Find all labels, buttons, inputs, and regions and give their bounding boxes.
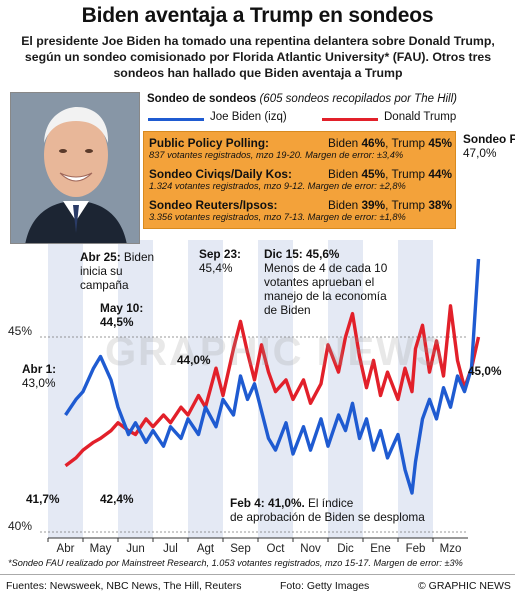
axis-ticks: Abr May Jun Jul Agt Sep Oct Nov Dic Ene Feb Mzo — [47, 537, 468, 555]
annotation-sep23-value: 45,4% — [199, 261, 233, 275]
footer: Fuentes: Newsweek, NBC News, The Hill, R… — [0, 574, 515, 598]
annotation-dic15-text: manejo de la economía — [264, 289, 387, 303]
annotation-abr25-text: campaña — [80, 278, 129, 292]
poll-biden-value: 45% — [361, 167, 386, 181]
month-stripes — [48, 240, 433, 538]
poll-name: Sondeo Reuters/Ipsos: — [149, 198, 278, 212]
x-tick-label: Ene — [370, 543, 390, 555]
poll-biden-label: Biden — [328, 167, 362, 181]
annotation-dic15-text: votantes aprueban el — [264, 275, 375, 289]
annotation-fau-value: 47,0% — [463, 146, 497, 160]
poll-biden-value: 46% — [361, 136, 386, 150]
x-tick-label: Jul — [163, 543, 178, 555]
annotation-sep23-date: Sep 23: — [199, 247, 241, 261]
poll-name: Sondeo Civiqs/Daily Kos: — [149, 167, 292, 181]
poll-trump-label: , Trump — [385, 198, 429, 212]
legend-line-biden — [148, 118, 204, 121]
annotation-val-424: 42,4% — [100, 492, 134, 506]
portrait-icon — [11, 93, 139, 243]
month-stripe — [328, 240, 363, 538]
x-tick-label: Mzo — [440, 543, 462, 555]
annotation-feb4: Feb 4: 41,0%. El índice de aprobación de… — [230, 496, 425, 524]
annotation-may10: May 10: 44,5% — [100, 301, 143, 329]
poll-title: Sondeo de sondeos (605 sondeos recopilad… — [147, 93, 457, 105]
x-tick-label: Dic — [337, 543, 354, 555]
footer-photo: Foto: Getty Images — [280, 580, 370, 592]
series-lines — [64, 258, 481, 495]
month-stripe — [398, 240, 433, 538]
month-stripe — [48, 240, 83, 538]
x-tick-label: Feb — [406, 543, 426, 555]
footer-sources: Fuentes: Newsweek, NBC News, The Hill, R… — [6, 580, 242, 592]
series-line-biden — [64, 258, 481, 495]
annotation-fau-label: Sondeo FAU: — [463, 132, 515, 146]
y-tick-label: 40% — [8, 519, 32, 533]
poll-trump-value: 45% — [428, 136, 452, 150]
annotation-may10-value: 44,5% — [100, 315, 134, 329]
poll-trump-value: 44% — [428, 167, 452, 181]
x-tick-label: Agt — [197, 543, 215, 555]
annotation-sep23: Sep 23: 45,4% — [199, 247, 241, 275]
x-tick-label: Jun — [126, 543, 145, 555]
annotation-val-450: 45,0% — [468, 364, 502, 378]
annotation-feb4-date: Feb 4: 41,0%. — [230, 496, 305, 510]
annotation-feb4-text: El índice — [304, 496, 354, 510]
poll-trump-value: 38% — [428, 198, 452, 212]
annotation-abr25-text: inicia su — [80, 264, 123, 278]
poll-result: Biden 45%, Trump 44% — [328, 167, 452, 181]
annotation-dic15-date: Dic 15: 45,6% — [264, 247, 340, 261]
annotation-dic15-text: de Biden — [264, 303, 311, 317]
page-subtitle: El presidente Joe Biden ha tomado una re… — [21, 34, 495, 80]
annotation-abr1-date: Abr 1: — [22, 362, 57, 376]
month-stripe — [188, 240, 223, 538]
annotation-abr25-date: Abr 25: — [80, 250, 121, 264]
poll-trump-label: , Trump — [385, 136, 429, 150]
legend-label-trump: Donald Trump — [384, 111, 457, 123]
annotation-feb4-text: de aprobación de Biden se desploma — [230, 510, 425, 524]
poll-biden-value: 39% — [361, 198, 386, 212]
gridlines: 40% 45% — [8, 324, 468, 533]
annotation-val-440: 44,0% — [177, 353, 211, 367]
annotation-dic15: Dic 15: 45,6% Menos de 4 de cada 10 vota… — [264, 247, 387, 317]
biden-photo — [10, 92, 140, 244]
annotation-val-417: 41,7% — [26, 492, 60, 506]
polls-box: Public Policy Polling: Biden 46%, Trump … — [143, 131, 456, 229]
poll-result: Biden 39%, Trump 38% — [328, 198, 452, 212]
x-tick-label: May — [90, 543, 112, 555]
annotation-may10-date: May 10: — [100, 301, 144, 315]
poll-title-text: Sondeo de sondeos — [147, 93, 257, 105]
poll-detail: 3.356 votantes registrados, mzo 7-13. Ma… — [149, 212, 406, 222]
series-line-trump — [64, 304, 481, 468]
annotation-abr25-text: Biden — [120, 250, 155, 264]
watermark: GRAPHIC NEWS — [105, 330, 445, 374]
poll-biden-label: Biden — [328, 198, 362, 212]
legend-line-trump — [322, 118, 378, 121]
annotation-abr25: Abr 25: Biden inicia su campaña — [80, 250, 154, 292]
poll-detail: 837 votantes registrados, mzo 19-20. Mar… — [149, 150, 404, 160]
page-title: Biden aventaja a Trump en sondeos — [81, 4, 434, 27]
x-tick-label: Abr — [57, 543, 75, 555]
poll-result: Biden 46%, Trump 45% — [328, 136, 452, 150]
x-tick-label: Oct — [267, 543, 286, 555]
footer-credit: © GRAPHIC NEWS — [418, 580, 511, 592]
poll-trump-label: , Trump — [385, 167, 429, 181]
legend-label-biden: Joe Biden (izq) — [210, 111, 287, 123]
annotation-abr1-value: 43,0% — [22, 376, 56, 390]
poll-detail: 1.324 votantes registrados, mzo 9-12. Ma… — [149, 181, 406, 191]
y-tick-label: 45% — [8, 324, 32, 338]
annotation-fau: Sondeo FAU: 47,0% — [463, 132, 515, 160]
poll-biden-label: Biden — [328, 136, 362, 150]
x-tick-label: Sep — [230, 543, 250, 555]
poll-subtitle: (605 sondeos recopilados por The Hill) — [259, 93, 457, 105]
annotation-dic15-text: Menos de 4 de cada 10 — [264, 261, 388, 275]
x-tick-label: Nov — [300, 543, 321, 555]
month-stripe — [118, 240, 153, 538]
annotation-abr1: Abr 1: 43,0% — [22, 362, 56, 390]
poll-name: Public Policy Polling: — [149, 136, 269, 150]
footnote: *Sondeo FAU realizado por Mainstreet Res… — [8, 558, 463, 568]
